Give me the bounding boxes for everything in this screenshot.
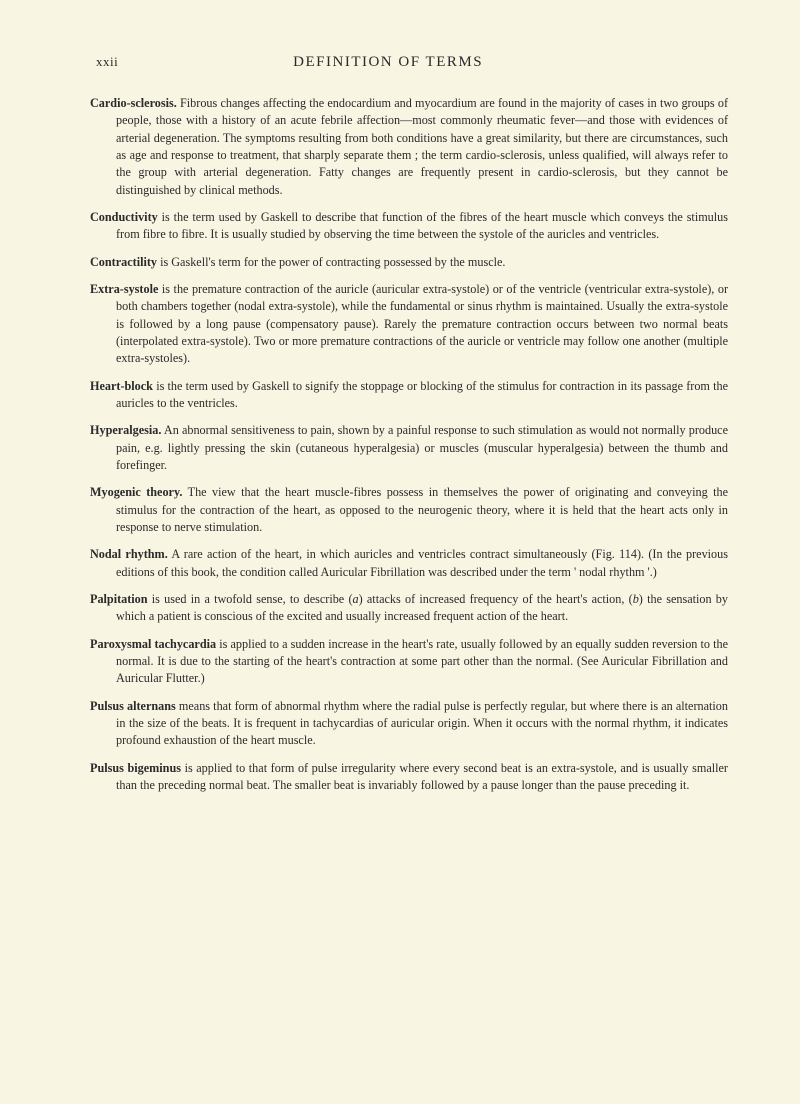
term: Contractility (90, 255, 157, 269)
term: Pulsus alternans (90, 699, 176, 713)
definition-entry: Palpitation is used in a twofold sense, … (90, 591, 728, 626)
term: Extra-systole (90, 282, 158, 296)
definition-text: ) attacks of increased frequency of the … (359, 592, 633, 606)
definitions-list: Cardio-sclerosis. Fibrous changes affect… (90, 95, 728, 794)
definition-text: The view that the heart muscle-fibres po… (116, 485, 728, 534)
definition-entry: Conductivity is the term used by Gaskell… (90, 209, 728, 244)
term: Hyperalgesia. (90, 423, 161, 437)
definition-text: means that form of abnormal rhythm where… (116, 699, 728, 748)
definition-text: is applied to that form of pulse irregul… (116, 761, 728, 792)
definition-text: A rare action of the heart, in which aur… (116, 547, 728, 578)
definition-text: is Gaskell's term for the power of contr… (160, 255, 505, 269)
definition-text: is the term used by Gaskell to signify t… (116, 379, 728, 410)
definition-entry: Contractility is Gaskell's term for the … (90, 254, 728, 271)
term: Conductivity (90, 210, 158, 224)
term: Paroxysmal tachycardia (90, 637, 216, 651)
definition-entry: Pulsus bigeminus is applied to that form… (90, 760, 728, 795)
definition-text: is used in a twofold sense, to describe … (152, 592, 353, 606)
term: Pulsus bigeminus (90, 761, 181, 775)
definition-entry: Cardio-sclerosis. Fibrous changes affect… (90, 95, 728, 199)
term: Cardio-sclerosis. (90, 96, 177, 110)
term: Palpitation (90, 592, 148, 606)
page-title: DEFINITION OF TERMS (88, 54, 688, 71)
definition-entry: Paroxysmal tachycardia is applied to a s… (90, 636, 728, 688)
definition-text: Fibrous changes affecting the endocardiu… (116, 96, 728, 197)
definition-entry: Extra-systole is the premature contracti… (90, 281, 728, 368)
page-header: xxii DEFINITION OF TERMS (90, 54, 728, 71)
definition-entry: Myogenic theory. The view that the heart… (90, 484, 728, 536)
definition-text: is the term used by Gaskell to describe … (116, 210, 728, 241)
definition-entry: Heart-block is the term used by Gaskell … (90, 378, 728, 413)
term: Myogenic theory. (90, 485, 182, 499)
definition-entry: Nodal rhythm. A rare action of the heart… (90, 546, 728, 581)
term: Heart-block (90, 379, 153, 393)
term: Nodal rhythm. (90, 547, 168, 561)
definition-entry: Pulsus alternans means that form of abno… (90, 698, 728, 750)
definition-entry: Hyperalgesia. An abnormal sensitiveness … (90, 422, 728, 474)
definition-text: An abnormal sensitiveness to pain, shown… (116, 423, 728, 472)
definition-text: is the premature contraction of the auri… (116, 282, 728, 365)
